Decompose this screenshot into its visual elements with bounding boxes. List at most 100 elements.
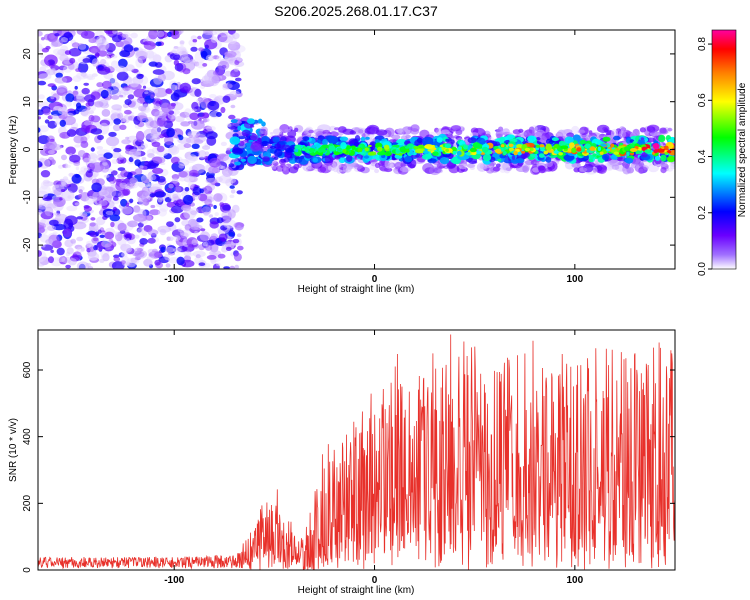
spectrogram-cell: [602, 136, 611, 142]
spectrogram-cell: [499, 136, 506, 143]
spectrogram-cell: [38, 262, 45, 267]
spectrogram-cell: [88, 114, 95, 122]
spectrogram-cell: [125, 148, 137, 155]
spectrogram-cell: [38, 43, 43, 53]
spectrogram-cell: [191, 78, 201, 85]
spectrogram-cell: [156, 30, 165, 38]
spectrogram-cell: [91, 162, 104, 173]
spectrogram-cell: [220, 106, 226, 114]
spectrogram-cell: [646, 124, 660, 133]
spectrogram-cell: [311, 144, 317, 149]
spectrogram-cell: [108, 241, 117, 248]
spectrogram-cell: [558, 152, 563, 156]
spectrogram-cell: [640, 137, 645, 141]
spectrogram-cell: [95, 231, 100, 237]
spectrogram-cell: [368, 151, 377, 156]
spectrogram-cell: [57, 106, 69, 115]
spectrogram-cell: [409, 151, 414, 155]
spectrogram-cell: [246, 118, 255, 124]
spectrogram-cell: [445, 138, 450, 142]
spectrogram-cell: [88, 153, 98, 160]
spectrogram-cell: [384, 159, 393, 169]
spectrogram-cell: [113, 118, 121, 125]
spectrogram-cell: [571, 147, 577, 154]
spectrogram-cell: [91, 58, 99, 67]
spectrogram-cell: [209, 249, 222, 257]
spectrogram-cell: [184, 224, 192, 231]
spectrogram-cell: [363, 155, 369, 159]
spectrogram-cell: [183, 194, 194, 205]
spectrogram-cell: [236, 120, 242, 124]
spectrogram-cell: [111, 60, 119, 69]
spectrogram-cell: [65, 101, 72, 107]
spectrogram-cell: [261, 140, 269, 147]
spectrogram-cell: [482, 154, 492, 162]
spectrogram-cell: [127, 83, 142, 90]
spectrogram-cell: [98, 229, 102, 234]
spectrogram-cell: [121, 206, 133, 215]
spectrogram-cell: [427, 158, 437, 164]
spectrogram-cell: [532, 130, 536, 135]
spectrogram-cell: [38, 30, 43, 37]
spectrogram-cell: [179, 176, 186, 182]
colorbar-tick-label: 0.0: [697, 262, 708, 276]
spectrogram-cell: [660, 167, 667, 174]
spectrogram-cell: [291, 154, 296, 158]
spectrogram-cell: [208, 165, 219, 174]
spectrogram-cell: [40, 181, 49, 190]
spectrogram-cell: [187, 182, 195, 189]
spectrogram-cell: [666, 155, 675, 163]
spectrogram-cell: [322, 138, 328, 146]
spectrogram-cell: [56, 85, 68, 93]
spectrogram-cell: [339, 136, 349, 142]
spectrogram-cell: [638, 168, 644, 173]
spectrogram-cell: [495, 163, 501, 168]
spectrogram-cell: [147, 237, 156, 244]
spectrogram-cell: [191, 108, 198, 112]
spectrogram-cell: [89, 222, 96, 227]
spectrogram-cell: [115, 65, 126, 73]
spectrogram-cell: [184, 187, 190, 192]
spectrogram-cell: [659, 128, 668, 135]
spectrogram-cell: [63, 228, 72, 238]
y-tick-label: 0: [22, 567, 33, 573]
spectrogram-cell: [90, 217, 96, 221]
spectrogram-cell: [236, 57, 243, 62]
spectrogram-cell: [88, 154, 97, 163]
spectrogram-cell: [328, 145, 336, 152]
spectrogram-cell: [183, 250, 192, 256]
spectrogram-cell: [76, 261, 89, 269]
spectrogram-cell: [83, 120, 91, 126]
spectrogram-cell: [178, 158, 190, 167]
spectrogram-cell: [189, 175, 198, 183]
spectrogram-cell: [479, 163, 487, 170]
spectrogram-cell: [103, 174, 110, 178]
spectrogram-cell: [84, 94, 96, 103]
spectrogram-cell: [606, 148, 611, 152]
spectrogram-cell: [174, 186, 182, 193]
spectrogram-cell: [204, 118, 210, 122]
spectrogram-cell: [579, 139, 587, 145]
spectrogram-cell: [123, 178, 131, 184]
spectrogram-cell: [240, 158, 246, 162]
spectrogram-cell: [172, 110, 180, 115]
spectrogram-cell: [66, 247, 74, 255]
spectrogram-cell: [53, 105, 63, 111]
spectrogram-cell: [88, 37, 97, 44]
spectrogram-cell: [201, 206, 212, 215]
spectrogram-cell: [112, 82, 120, 90]
spectrogram-cell: [653, 149, 659, 154]
spectrogram-cell: [294, 144, 302, 150]
spectrogram-cell: [100, 89, 109, 99]
x-tick-label: -100: [164, 274, 184, 285]
spectrogram-cell: [76, 94, 85, 103]
spectrogram-cell: [67, 183, 78, 193]
spectrogram-cell: [535, 144, 541, 148]
spectrogram-cell: [44, 119, 50, 124]
spectrogram-cell: [111, 54, 118, 59]
spectrogram-cell: [658, 134, 666, 143]
spectrogram-cell: [186, 237, 198, 248]
spectrogram-cell: [377, 151, 386, 156]
spectrogram-cell: [495, 148, 502, 154]
